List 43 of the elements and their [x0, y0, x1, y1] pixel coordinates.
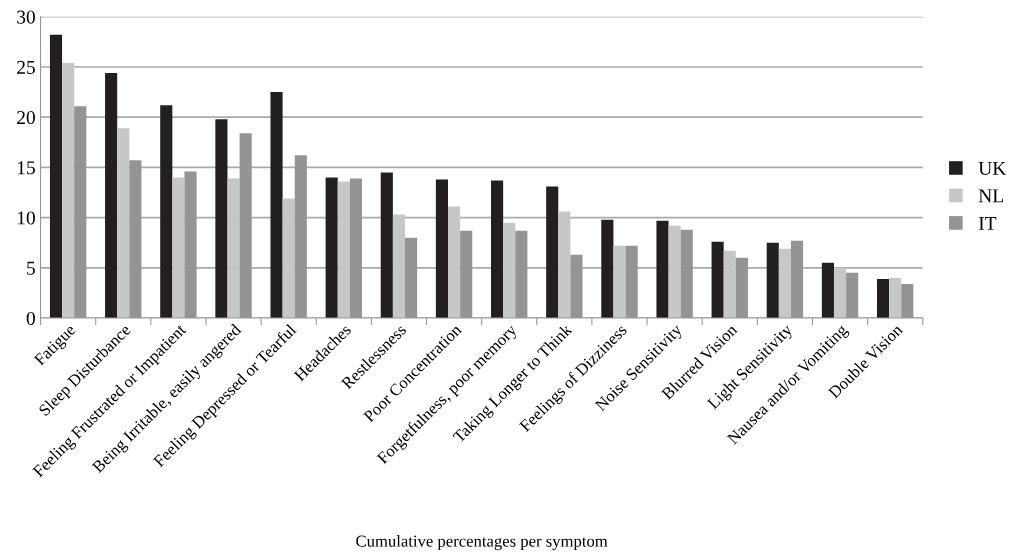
bar: [337, 181, 350, 319]
bar: [558, 211, 571, 319]
bar: [668, 225, 681, 319]
bar: [876, 278, 890, 319]
y-tick-label: 10: [17, 211, 35, 225]
y-tick-label: 5: [27, 261, 35, 275]
bar: [392, 214, 406, 319]
legend-label: UK: [978, 162, 1007, 175]
bar: [711, 241, 724, 319]
bar: [656, 220, 669, 319]
legend-label: NL: [978, 189, 1003, 203]
bar: [105, 72, 118, 319]
bar: [215, 119, 228, 319]
bar: [117, 128, 130, 319]
bar: [766, 242, 779, 319]
bar: [62, 62, 75, 319]
legend-label: IT: [978, 217, 997, 230]
bar: [601, 219, 614, 319]
bar: [49, 34, 63, 319]
y-tick-label: 20: [17, 111, 35, 125]
bar: [380, 172, 393, 319]
bar: [833, 267, 847, 319]
bar: [227, 178, 240, 319]
bar: [821, 262, 834, 319]
bar: [282, 198, 295, 319]
bar: [435, 179, 449, 319]
bar: [325, 177, 338, 319]
x-axis-title: Cumulative percentages per symptom: [356, 535, 608, 551]
bar: [270, 92, 283, 319]
bar: [613, 245, 626, 319]
y-tick-label: 25: [17, 60, 35, 74]
bar: [160, 105, 173, 319]
y-tick-label: 15: [17, 161, 35, 175]
y-tick-label: 0: [26, 311, 35, 325]
bar: [723, 250, 736, 319]
bar: [503, 222, 516, 319]
bar: [491, 180, 504, 319]
bar: [546, 186, 559, 319]
bar: [778, 248, 791, 319]
bar: [448, 206, 461, 319]
bar: [889, 277, 902, 319]
bar: [172, 177, 185, 319]
y-tick-label: 30: [17, 10, 35, 24]
